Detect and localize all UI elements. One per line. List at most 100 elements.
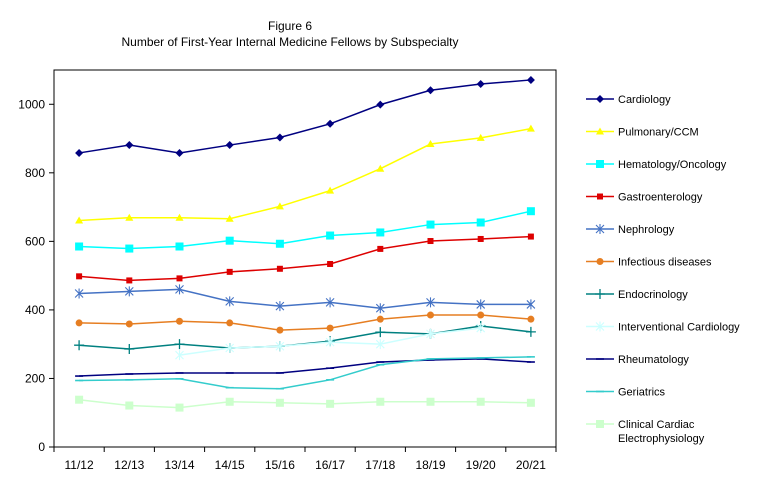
data-point — [175, 403, 184, 412]
data-point — [426, 297, 435, 308]
series-pulmonary-ccm — [75, 124, 535, 224]
legend-label: Electrophysiology — [618, 433, 705, 445]
series-line — [79, 356, 531, 390]
data-point — [126, 277, 133, 284]
legend-label: Endocrinology — [618, 289, 688, 301]
y-tick-label: 400 — [25, 303, 45, 317]
legend-marker — [597, 193, 603, 200]
series-line — [79, 314, 531, 331]
data-point — [476, 299, 486, 310]
data-point — [476, 218, 485, 227]
data-point — [176, 275, 183, 282]
series-line — [79, 127, 532, 222]
data-point — [175, 213, 184, 221]
data-point — [375, 303, 385, 314]
data-point — [476, 133, 485, 141]
series-hematology-oncology — [75, 207, 535, 253]
data-point — [176, 317, 183, 325]
data-point — [325, 337, 335, 348]
data-point — [476, 397, 485, 406]
legend-label: Cardiology — [618, 94, 671, 106]
legend-item: Cardiology — [586, 94, 671, 106]
data-point — [275, 239, 284, 248]
legend-item: Geriatrics — [586, 387, 666, 399]
legend-item: Hematology/Oncology — [586, 159, 727, 171]
data-point — [376, 100, 385, 109]
series-geriatrics — [75, 356, 535, 390]
chart-title: Figure 6 — [267, 19, 313, 33]
data-point — [75, 216, 84, 224]
data-point — [477, 311, 485, 319]
y-tick-label: 600 — [25, 234, 45, 248]
series-clinical-cardiac-electrophysiology — [75, 395, 535, 412]
legend-item: Pulmonary/CCM — [586, 127, 699, 139]
data-point — [125, 244, 134, 253]
x-tick-label: 17/18 — [365, 458, 395, 472]
data-point — [275, 202, 284, 210]
series-line — [79, 210, 532, 250]
legend-marker — [595, 224, 605, 234]
data-point — [75, 319, 83, 327]
y-tick-label: 0 — [38, 440, 45, 454]
x-tick-label: 11/12 — [65, 458, 94, 472]
data-point — [275, 133, 284, 142]
data-point — [76, 273, 83, 280]
data-point — [526, 299, 536, 310]
data-point — [525, 326, 536, 337]
x-tick-label: 12/13 — [114, 458, 144, 472]
data-point — [427, 238, 434, 245]
data-point — [75, 395, 84, 404]
data-point — [225, 214, 234, 222]
data-point — [125, 213, 134, 221]
legend-label: Rheumatology — [618, 354, 689, 366]
legend-label: Interventional Cardiology — [618, 322, 740, 334]
data-point — [175, 148, 184, 157]
y-tick-label: 800 — [25, 166, 45, 180]
legend-item: Rheumatology — [586, 354, 689, 366]
data-point — [225, 236, 234, 245]
series-cardiology — [75, 75, 535, 157]
data-point — [376, 397, 385, 406]
data-point — [225, 141, 234, 150]
data-point — [476, 80, 485, 89]
data-point — [275, 398, 284, 407]
x-tick-label: 13/14 — [164, 458, 194, 472]
data-point — [226, 268, 233, 275]
x-tick-label: 16/17 — [315, 458, 345, 472]
data-point — [125, 141, 134, 150]
data-point — [375, 339, 385, 350]
data-point — [327, 260, 334, 267]
data-point — [476, 323, 486, 334]
x-tick-label: 15/16 — [265, 458, 295, 472]
data-point — [175, 350, 184, 361]
plot-area-border — [53, 69, 557, 448]
series-endocrinology — [74, 321, 536, 354]
data-point — [174, 339, 185, 350]
legend-item: Endocrinology — [586, 289, 688, 301]
legend-marker — [595, 321, 605, 332]
chart-subtitle: Number of First-Year Internal Medicine F… — [121, 35, 459, 49]
legend-marker — [596, 420, 604, 428]
series-interventional-cardiology — [175, 323, 486, 361]
series-gastroenterology — [76, 233, 534, 284]
y-tick-label: 1000 — [18, 97, 45, 111]
data-point — [426, 328, 435, 339]
data-point — [124, 343, 135, 354]
data-point — [477, 235, 484, 242]
series-line — [79, 235, 531, 282]
data-point — [124, 286, 134, 297]
data-point — [526, 398, 535, 407]
legend-item: Infectious diseases — [586, 257, 712, 269]
x-tick-label: 20/21 — [516, 458, 546, 472]
y-tick-label: 200 — [25, 371, 45, 385]
x-tick-label: 19/20 — [466, 458, 496, 472]
legend-marker — [596, 258, 604, 265]
data-point — [226, 319, 234, 327]
data-point — [377, 245, 384, 252]
legend-label: Geriatrics — [618, 387, 666, 399]
legend-item: Nephrology — [586, 224, 675, 236]
series-line — [78, 79, 531, 154]
data-point — [427, 311, 434, 319]
data-point — [426, 220, 435, 229]
